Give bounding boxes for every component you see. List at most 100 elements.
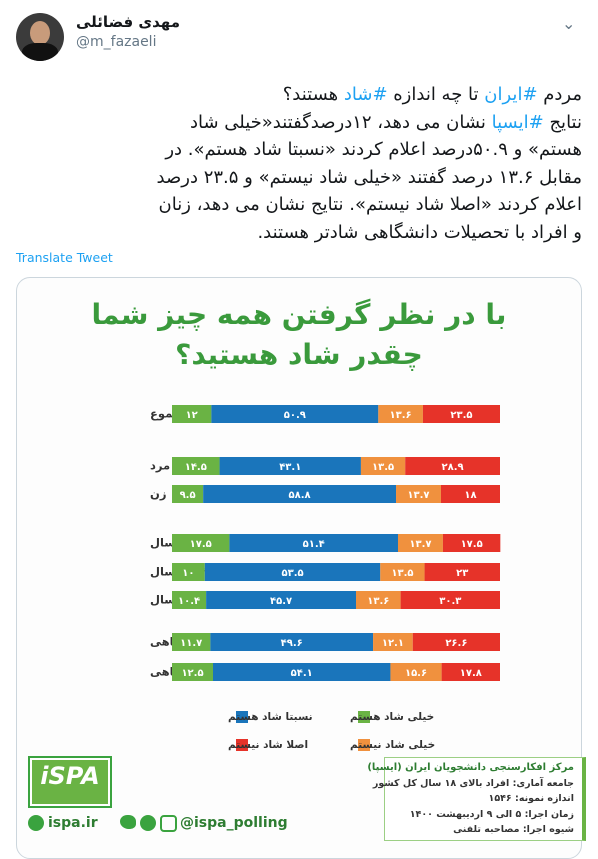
bar-segment <box>441 663 500 681</box>
source-line: زمان اجرا: ۵ الی ۹ اردیبهشت ۱۴۰۰ <box>409 808 574 820</box>
value-label: ۱۳.۶ <box>367 596 389 607</box>
bar-segment <box>373 633 413 651</box>
text-segment: نشان می دهد، ۱۲درصدگفتند«خیلی شاد <box>189 111 492 133</box>
bar-segment <box>390 663 442 681</box>
bar-segment <box>210 633 374 651</box>
logo-text: iSPA <box>40 762 100 790</box>
value-label: ۱۰.۴ <box>178 596 200 607</box>
author-handle[interactable]: @m_fazaeli <box>76 34 157 50</box>
value-label: ۴۹.۶ <box>281 638 303 649</box>
value-label: ۵۳.۵ <box>281 568 303 579</box>
value-label: ۲۸.۹ <box>442 462 464 473</box>
value-label: ۱۳.۷ <box>407 490 429 501</box>
bar-segment <box>206 591 357 609</box>
value-label: ۲۶.۶ <box>445 638 467 649</box>
text-segment: مقابل ۱۳.۶ درصد گفتند «خیلی شاد نیستم» و… <box>156 166 582 188</box>
more-button[interactable]: ⌄ <box>562 14 577 33</box>
value-label: ۱۳.۵ <box>391 568 413 579</box>
value-label: ۱۲ <box>186 410 198 421</box>
value-label: ۱۷.۵ <box>461 539 483 550</box>
tweet-line: و افراد با تحصیلات دانشگاهی شادتر هستند. <box>257 222 582 243</box>
legend-swatch <box>358 711 370 723</box>
value-label: ۱۰ <box>182 568 194 579</box>
legend-label: نسبتا شاد هستم <box>228 711 313 723</box>
text-segment: نتایج <box>543 111 582 133</box>
bar-segment <box>400 591 500 609</box>
bar-segment <box>440 485 500 503</box>
value-label: ۱۷.۸ <box>460 668 482 679</box>
translate-link[interactable]: Translate Tweet <box>16 250 113 265</box>
bar-segment <box>172 563 205 581</box>
bar-segment <box>412 633 500 651</box>
tweet-line: مردم #ایران تا چه اندازه #شاد هستند؟ <box>283 84 582 105</box>
value-label: ۱۳.۷ <box>409 539 431 550</box>
value-label: ۴۵.۷ <box>270 596 292 607</box>
bar-segment <box>229 534 398 552</box>
bar-segment <box>172 591 207 609</box>
value-label: ۱۱.۷ <box>180 638 202 649</box>
source-line: مرکز افکارسنجی دانشجویان ایران (ایسپا) <box>367 762 574 773</box>
instagram-icon <box>160 815 177 832</box>
value-label: ۱۲.۵ <box>181 668 203 679</box>
source-line: اندازه نمونه: ۱۵۴۶ <box>488 793 574 804</box>
bar-segment <box>424 563 500 581</box>
bar-segment <box>172 534 230 552</box>
bar-segment <box>211 405 379 423</box>
value-label: ۱۵.۶ <box>405 668 427 679</box>
bar-segment <box>356 591 401 609</box>
bar-segment <box>422 405 500 423</box>
bar-segment <box>204 563 381 581</box>
value-label: ۵۸.۸ <box>289 490 311 501</box>
source-box: مرکز افکارسنجی دانشجویان ایران (ایسپا) جا… <box>367 757 586 841</box>
value-label: ۴۳.۱ <box>279 462 301 473</box>
hashtag[interactable]: #ایسپا <box>491 111 544 133</box>
chart-title: با در نظر گرفتن همه چیز شما <box>92 298 507 331</box>
value-label: ۱۷.۵ <box>190 539 212 550</box>
value-label: ۱۳.۶ <box>390 410 412 421</box>
tweet-line: مقابل ۱۳.۶ درصد گفتند «خیلی شاد نیستم» و… <box>157 167 582 188</box>
telegram-icon <box>140 815 156 831</box>
hashtag[interactable]: #ایران <box>484 84 538 105</box>
tweet-line: اعلام کردند «اصلا شاد نیستم». نتایج نشان… <box>158 194 582 215</box>
bar-segment <box>203 485 397 503</box>
bar-segment <box>172 457 220 475</box>
value-label: ۵۱.۴ <box>303 539 325 550</box>
bar-segment <box>172 663 213 681</box>
legend-label: خیلی شاد هستم <box>350 711 434 723</box>
text-segment: هستند؟ <box>282 84 344 105</box>
website: ispa.ir <box>48 815 98 831</box>
bar-segment <box>378 405 423 423</box>
bar-segment <box>360 457 406 475</box>
bar-segment <box>405 457 500 475</box>
bar-segment <box>172 633 211 651</box>
value-label: ۲۳ <box>456 568 468 579</box>
value-label: ۳۰.۳ <box>439 596 461 607</box>
bar-segment <box>172 405 212 423</box>
author-name[interactable]: مهدی فضائلی <box>76 13 180 31</box>
logo: iSPA <box>28 756 112 808</box>
value-label: ۱۳.۵ <box>372 462 394 473</box>
text-segment: اعلام کردند «اصلا شاد نیستم». نتایج نشان… <box>158 194 582 215</box>
hashtag[interactable]: #شاد <box>343 84 388 105</box>
bar-segment <box>213 663 391 681</box>
legend-swatch <box>236 711 248 723</box>
value-label: ۲۳.۵ <box>450 410 472 421</box>
text-segment: مردم <box>537 84 582 105</box>
web-icon <box>28 815 44 831</box>
text-segment: هستم» و ۵۰.۹درصد اعلام کردند «نسبتا شاد … <box>165 139 582 160</box>
social-handle: @ispa_polling <box>180 815 288 831</box>
avatar[interactable] <box>16 13 64 61</box>
bar-segment <box>380 563 425 581</box>
category-label: مرد <box>150 459 170 473</box>
source-line: شیوه اجرا: مصاحبه تلفنی <box>453 824 574 835</box>
bar-segment <box>172 485 204 503</box>
legend-label: اصلا شاد نیستم <box>228 739 308 751</box>
category-label: زن <box>150 487 166 501</box>
value-label: ۱۸ <box>464 490 476 501</box>
value-label: ۹.۵ <box>180 490 196 501</box>
source-line: جامعه آماری: افراد بالای ۱۸ سال کل کشور <box>372 777 574 789</box>
bar-segment <box>442 534 501 552</box>
tweet-line: نتایج #ایسپا نشان می دهد، ۱۲درصدگفتند«خی… <box>190 112 582 133</box>
